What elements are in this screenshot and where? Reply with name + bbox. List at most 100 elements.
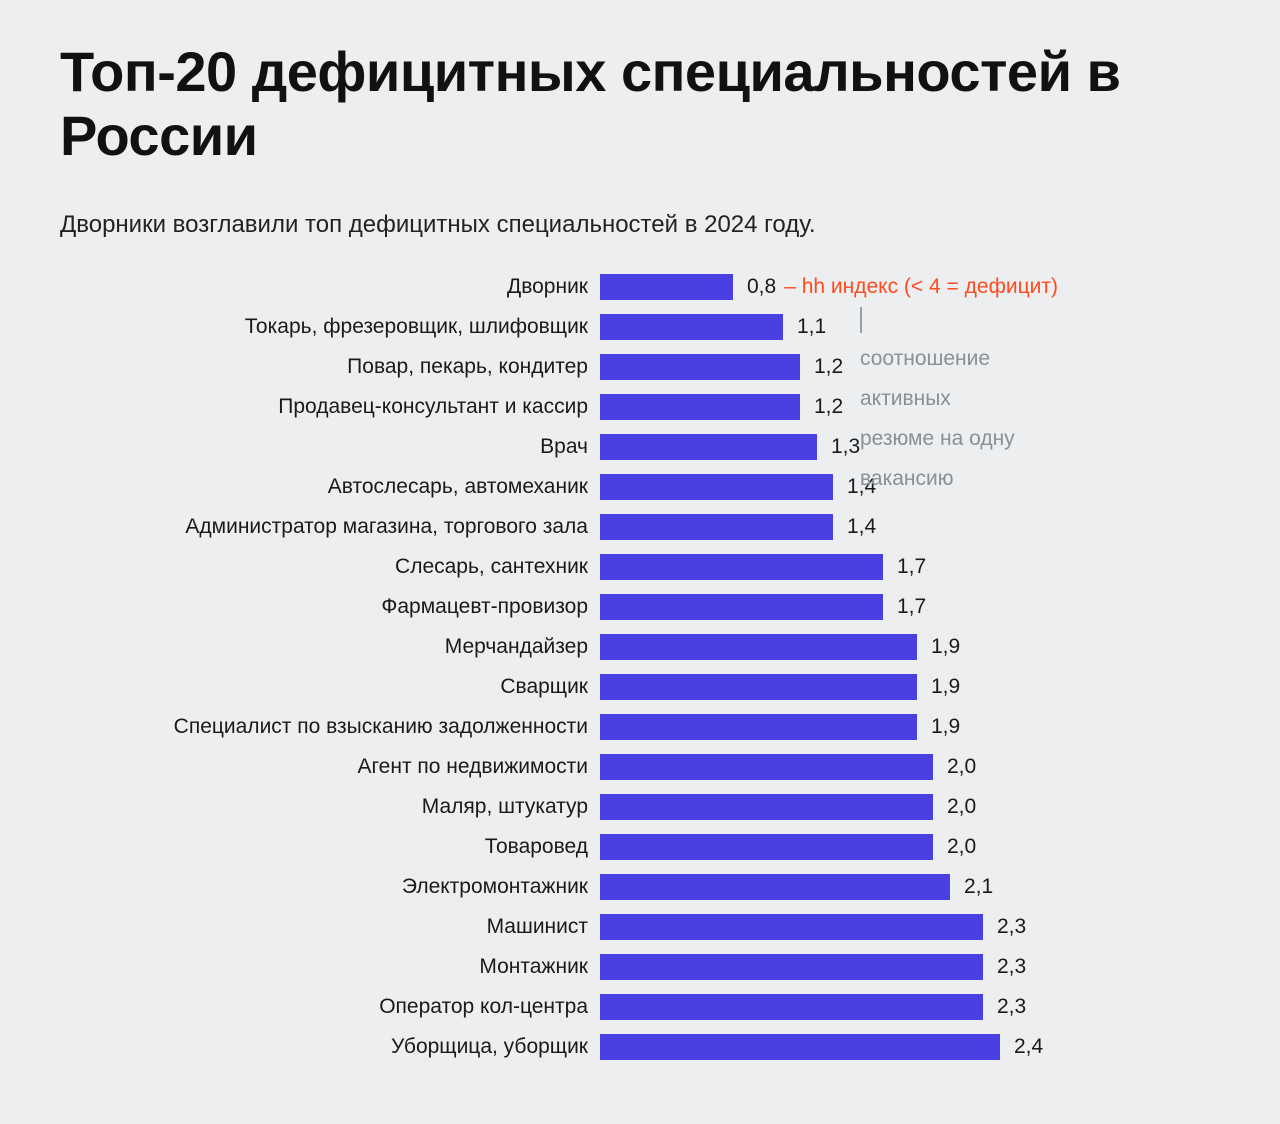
bar-value: 0,8 xyxy=(747,275,776,299)
bar-label: Слесарь, сантехник xyxy=(60,555,600,579)
bar-value: 1,1 xyxy=(797,315,826,339)
bar-label: Фармацевт-провизор xyxy=(60,595,600,619)
bar-value: 1,7 xyxy=(897,595,926,619)
bar-label: Дворник xyxy=(60,275,600,299)
bar-label: Мерчандайзер xyxy=(60,635,600,659)
chart-subtitle: Дворники возглавили топ дефицитных специ… xyxy=(60,211,1220,239)
bar-value: 1,3 xyxy=(831,435,860,459)
bar-label: Повар, пекарь, кондитер xyxy=(60,355,600,379)
bar-value: 1,2 xyxy=(814,395,843,419)
bar-label: Уборщица, уборщик xyxy=(60,1035,600,1059)
bar xyxy=(600,314,783,340)
bar xyxy=(600,754,933,780)
bar-row: Токарь, фрезеровщик, шлифовщик 1,1 xyxy=(60,307,1220,347)
bar-label: Сварщик xyxy=(60,675,600,699)
chart-title: Топ-20 дефицитных специальностей в Росси… xyxy=(60,40,1220,169)
bar-label: Продавец-консультант и кассир xyxy=(60,395,600,419)
bar-label: Монтажник xyxy=(60,955,600,979)
bar xyxy=(600,594,883,620)
bar-zone: 2,0 xyxy=(600,754,1200,780)
hh-index-annotation: – hh индекс (< 4 = дефицит) xyxy=(784,275,1058,299)
bar xyxy=(600,834,933,860)
bar xyxy=(600,794,933,820)
bar-value: 1,7 xyxy=(897,555,926,579)
bar-row: Агент по недвижимости 2,0 xyxy=(60,747,1220,787)
legend-line: активных xyxy=(860,379,1015,419)
bar-zone: 1,7 xyxy=(600,594,1200,620)
bar-value: 2,0 xyxy=(947,755,976,779)
bar xyxy=(600,874,950,900)
bar-zone: 2,0 xyxy=(600,834,1200,860)
bar-row: Специалист по взысканию задолженности1,9 xyxy=(60,707,1220,747)
bar-zone: 2,4 xyxy=(600,1034,1200,1060)
bar xyxy=(600,914,983,940)
bar xyxy=(600,554,883,580)
legend: соотношениеактивныхрезюме на однуваканси… xyxy=(860,307,1015,499)
bar-zone: 1,9 xyxy=(600,634,1200,660)
bar-row: Сварщик1,9 xyxy=(60,667,1220,707)
bar-value: 2,3 xyxy=(997,915,1026,939)
bar xyxy=(600,514,833,540)
bar-row: Оператор кол-центра 2,3 xyxy=(60,987,1220,1027)
bar-value: 2,1 xyxy=(964,875,993,899)
bar-row: Фармацевт-провизор 1,7 xyxy=(60,587,1220,627)
bar-label: Машинист xyxy=(60,915,600,939)
bar-row: Администратор магазина, торгового зала 1,… xyxy=(60,507,1220,547)
bar xyxy=(600,634,917,660)
bar-label: Товаровед xyxy=(60,835,600,859)
bar-row: Мерчандайзер1,9 xyxy=(60,627,1220,667)
legend-line: вакансию xyxy=(860,459,1015,499)
bar-label: Маляр, штукатур xyxy=(60,795,600,819)
bar-zone: 2,3 xyxy=(600,914,1200,940)
bar-value: 2,4 xyxy=(1014,1035,1043,1059)
bar-label: Врач xyxy=(60,435,600,459)
bar-label: Автослесарь, автомеханик xyxy=(60,475,600,499)
bar-value: 1,4 xyxy=(847,515,876,539)
bar-zone: 1,9 xyxy=(600,674,1200,700)
bar xyxy=(600,474,833,500)
legend-line: соотношение xyxy=(860,339,1015,379)
bar xyxy=(600,394,800,420)
bar xyxy=(600,714,917,740)
bar-zone: 2,0 xyxy=(600,794,1200,820)
bar-label: Администратор магазина, торгового зала xyxy=(60,515,600,539)
bar-value: 2,0 xyxy=(947,795,976,819)
bar-zone: 2,3 xyxy=(600,954,1200,980)
bar-zone: 1,7 xyxy=(600,554,1200,580)
bar-row: Врач 1,3 xyxy=(60,427,1220,467)
bar-row: Машинист 2,3 xyxy=(60,907,1220,947)
bar xyxy=(600,354,800,380)
bar-row: Дворник 0,8 – hh индекс (< 4 = дефицит) xyxy=(60,267,1220,307)
bar xyxy=(600,1034,1000,1060)
bar-value: 2,0 xyxy=(947,835,976,859)
bar xyxy=(600,674,917,700)
bar-row: Монтажник 2,3 xyxy=(60,947,1220,987)
legend-line: резюме на одну xyxy=(860,419,1015,459)
bar-row: Продавец-консультант и кассир 1,2 xyxy=(60,387,1220,427)
bar xyxy=(600,954,983,980)
bar-row: Маляр, штукатур 2,0 xyxy=(60,787,1220,827)
bar-value: 2,3 xyxy=(997,995,1026,1019)
bar-chart: Дворник 0,8 – hh индекс (< 4 = дефицит) Ток… xyxy=(60,267,1220,1067)
bar xyxy=(600,434,817,460)
bar-row: Слесарь, сантехник 1,7 xyxy=(60,547,1220,587)
bar-zone: 2,3 xyxy=(600,994,1200,1020)
bar-label: Оператор кол-центра xyxy=(60,995,600,1019)
bar-row: Товаровед 2,0 xyxy=(60,827,1220,867)
bar-label: Агент по недвижимости xyxy=(60,755,600,779)
legend-tick xyxy=(860,307,862,333)
bar-zone: 1,4 xyxy=(600,514,1200,540)
bar-zone: 1,9 xyxy=(600,714,1200,740)
bar-value: 2,3 xyxy=(997,955,1026,979)
bar-row: Повар, пекарь, кондитер 1,2 xyxy=(60,347,1220,387)
bar-row: Автослесарь, автомеханик1,4 xyxy=(60,467,1220,507)
bar-zone: 2,1 xyxy=(600,874,1200,900)
bar-zone: 0,8 – hh индекс (< 4 = дефицит) xyxy=(600,274,1200,300)
bar-value: 1,2 xyxy=(814,355,843,379)
bar-label: Специалист по взысканию задолженности xyxy=(60,715,600,739)
bar xyxy=(600,994,983,1020)
bar-row: Электромонтажник 2,1 xyxy=(60,867,1220,907)
bar-label: Электромонтажник xyxy=(60,875,600,899)
bar xyxy=(600,274,733,300)
bar-label: Токарь, фрезеровщик, шлифовщик xyxy=(60,315,600,339)
